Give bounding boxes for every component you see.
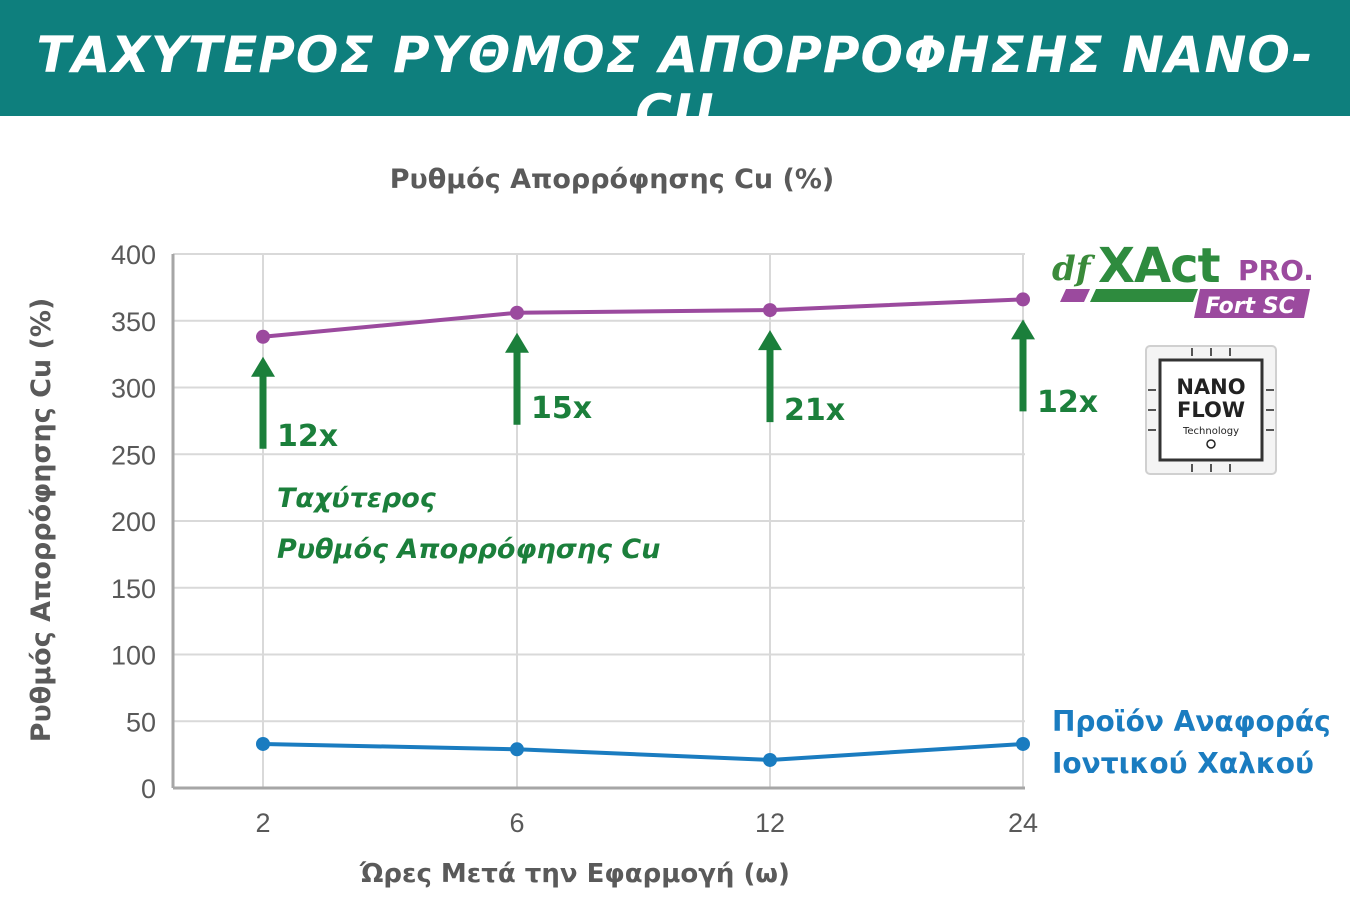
x-tick-label: 12 [755,808,785,838]
series-points [256,292,1030,767]
logo-green-bar [1090,289,1198,302]
multiplier-arrows: 12x 15x 21x 12x [251,319,1098,454]
multiplier-label: 15x [531,391,592,426]
y-axis-label: Ρυθμός Απορρόφησης Cu (%) [26,298,57,743]
reference-series-label: Προϊόν Αναφοράς Ιοντικού Χαλκού [1052,705,1331,780]
data-point [1016,736,1030,751]
technology-label: Technology [1182,426,1239,437]
data-point [763,752,777,767]
pro-wordmark: PRO. [1238,254,1314,287]
series-line [262,297,1024,339]
data-point [510,742,524,757]
multiplier-label: 21x [784,393,845,428]
multiplier-label: 12x [1037,385,1098,420]
title-banner: ΤΑΧΥΤΕΡΟΣ ΡΥΘΜΟΣ ΑΠΟΡΡΟΦΗΣΗΣ NANO-CU [0,0,1350,142]
x-tick-label: 2 [255,808,270,838]
xact-wordmark: XAct [1098,238,1220,294]
x-tick-label: 24 [1008,808,1038,838]
grid [173,253,1025,788]
data-point [1016,292,1030,307]
y-tick-label: 150 [111,574,156,604]
y-tick-label: 250 [111,440,156,470]
chart-title: Ρυθμός Απορρόφησης Cu (%) [390,164,835,195]
axes [171,254,1025,790]
arrow-head [758,330,782,351]
nano-flow-logo: NANO FLOW Technology [1145,345,1277,475]
data-point [763,303,777,318]
reference-label-line: Ιοντικού Χαλκού [1052,747,1314,780]
flow-label: FLOW [1177,398,1245,422]
note-line: Ταχύτερος [277,483,437,514]
x-axis-label: Ώρες Μετά την Εφαρμογή (ω) [359,859,790,889]
y-tick-label: 300 [111,374,156,404]
note-line: Ρυθμός Απορρόφησης Cu [277,534,660,565]
chip-pins [1148,348,1274,472]
series-line [262,741,1024,762]
logo-purple-bar [1060,289,1090,302]
fort-sc-badge [1194,289,1310,318]
y-tick-label: 50 [126,707,156,737]
multiplier-label: 12x [277,419,338,454]
y-tick-label: 400 [111,240,156,270]
y-tick-label: 100 [111,641,156,671]
reference-label-line: Προϊόν Αναφοράς [1052,705,1331,738]
data-point [510,305,524,320]
arrow-head [505,332,529,353]
df-mark: df [1052,249,1096,289]
registered-icon [1206,439,1216,449]
y-tick-labels: 0 50 100 150 200 250 300 350 400 [111,240,156,804]
banner-title: ΤΑΧΥΤΕΡΟΣ ΡΥΘΜΟΣ ΑΠΟΡΡΟΦΗΣΗΣ NANO-CU [36,26,1314,142]
y-tick-label: 200 [111,507,156,537]
x-tick-label: 6 [509,808,524,838]
arrow-head [251,356,275,377]
xact-pro-logo: df XAct PRO. Fort SC [1052,238,1314,319]
annotation-note: Ταχύτερος Ρυθμός Απορρόφησης Cu [277,483,660,565]
series-lines [262,297,1024,762]
arrow-head [1011,319,1035,340]
data-point [256,329,270,344]
chip-inner [1158,358,1264,462]
fort-sc-label: Fort SC [1205,294,1294,319]
y-tick-label: 350 [111,307,156,337]
x-tick-labels: 2 6 12 24 [255,808,1038,838]
nano-label: NANO [1176,375,1245,399]
y-tick-label: 0 [141,774,156,804]
data-point [256,736,270,751]
